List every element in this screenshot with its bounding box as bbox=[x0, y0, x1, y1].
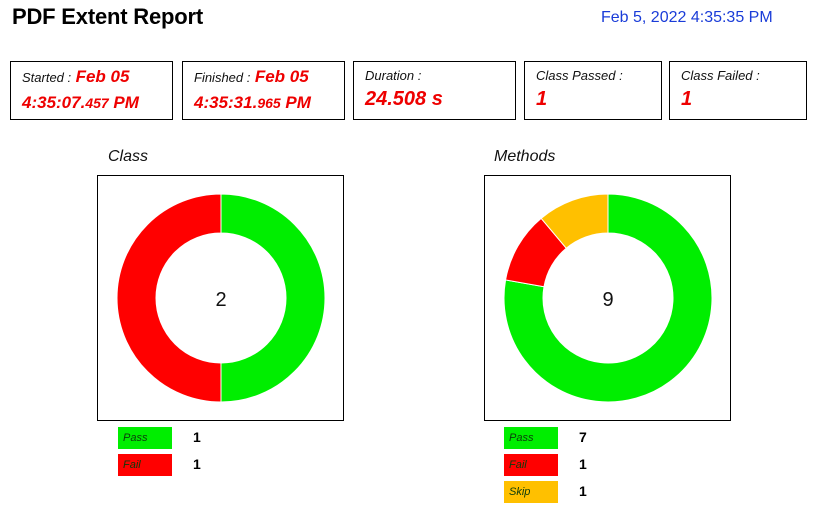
finished-label: Finished : bbox=[194, 70, 251, 85]
started-card: Started : Feb 05 4:35:07.457 PM bbox=[10, 61, 173, 120]
report-title: PDF Extent Report bbox=[12, 4, 203, 29]
started-time-ms: 457 bbox=[85, 95, 109, 111]
finished-time-ms: 965 bbox=[257, 95, 281, 111]
finished-time-main: 4:35:31. bbox=[194, 93, 258, 112]
methods-legend-skip-count: 1 bbox=[579, 483, 587, 499]
finished-time-suffix: PM bbox=[280, 93, 311, 112]
methods-legend-pass-swatch: Pass bbox=[504, 427, 558, 449]
class-passed-value: 1 bbox=[536, 88, 548, 110]
class-failed-card: Class Failed : 1 bbox=[669, 61, 807, 120]
duration-label: Duration : bbox=[365, 68, 422, 83]
methods-slice-pass bbox=[503, 193, 713, 403]
methods-donut-chart: 9 bbox=[503, 193, 713, 403]
class-donut-chart: 2 bbox=[116, 193, 326, 403]
started-time-main: 4:35:07. bbox=[22, 93, 86, 112]
report-timestamp: Feb 5, 2022 4:35:35 PM bbox=[601, 9, 773, 26]
methods-center-label: 9 bbox=[602, 289, 613, 311]
methods-legend-pass-count: 7 bbox=[579, 429, 587, 445]
class-passed-label: Class Passed : bbox=[536, 68, 623, 83]
class-passed-card: Class Passed : 1 bbox=[524, 61, 662, 120]
class-legend-fail-swatch: Fail bbox=[118, 454, 172, 476]
class-center-label: 2 bbox=[215, 289, 226, 311]
duration-value: 24.508 s bbox=[365, 88, 443, 110]
methods-chart-title: Methods bbox=[494, 148, 556, 165]
methods-legend-skip-swatch: Skip bbox=[504, 481, 558, 503]
finished-card: Finished : Feb 05 4:35:31.965 PM bbox=[182, 61, 345, 120]
finished-time: 4:35:31.965 PM bbox=[194, 93, 334, 113]
class-failed-value: 1 bbox=[681, 88, 693, 110]
class-chart-title: Class bbox=[108, 148, 149, 165]
methods-legend-fail-swatch: Fail bbox=[504, 454, 558, 476]
class-chart: 2 bbox=[97, 175, 344, 421]
started-label: Started : bbox=[22, 70, 72, 85]
duration-card: Duration : 24.508 s bbox=[353, 61, 516, 120]
class-legend-pass-swatch: Pass bbox=[118, 427, 172, 449]
started-time: 4:35:07.457 PM bbox=[22, 93, 162, 113]
class-slice-pass bbox=[220, 193, 326, 403]
methods-chart: 9 bbox=[484, 175, 731, 421]
started-time-suffix: PM bbox=[108, 93, 139, 112]
class-slice-fail bbox=[116, 193, 222, 403]
methods-legend-fail-count: 1 bbox=[579, 456, 587, 472]
class-legend-fail-count: 1 bbox=[193, 456, 201, 472]
methods-slice-skip bbox=[540, 193, 609, 249]
class-failed-label: Class Failed : bbox=[681, 68, 760, 83]
finished-date: Feb 05 bbox=[254, 67, 309, 86]
class-legend-pass-count: 1 bbox=[193, 429, 201, 445]
started-date: Feb 05 bbox=[75, 67, 130, 86]
